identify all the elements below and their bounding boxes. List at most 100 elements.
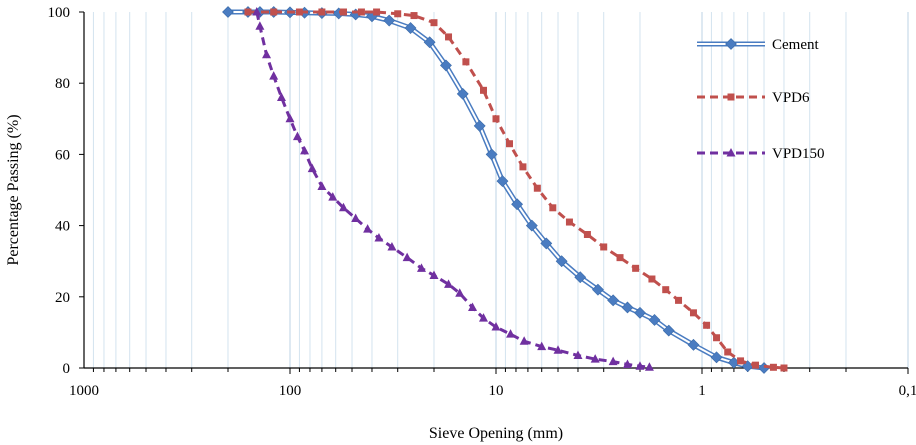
data-point bbox=[485, 148, 498, 161]
data-point bbox=[479, 86, 487, 94]
data-point bbox=[751, 361, 759, 369]
data-point bbox=[468, 302, 478, 311]
data-point bbox=[540, 237, 553, 250]
x-tick-label: 0,1 bbox=[899, 383, 916, 399]
legend-label-vpd150: VPD150 bbox=[772, 146, 825, 162]
data-point bbox=[703, 321, 711, 329]
data-point bbox=[687, 338, 700, 351]
data-point bbox=[519, 336, 529, 345]
y-axis-title: Percentage Passing (%) bbox=[5, 114, 22, 265]
data-point bbox=[505, 140, 513, 148]
data-point bbox=[634, 306, 646, 319]
data-point bbox=[276, 92, 286, 101]
data-point bbox=[555, 255, 568, 268]
data-point bbox=[622, 359, 632, 368]
data-point bbox=[780, 364, 788, 372]
y-tick-label: 80 bbox=[55, 76, 70, 92]
series-line bbox=[255, 11, 650, 369]
data-point bbox=[689, 309, 697, 317]
data-point bbox=[473, 119, 486, 132]
data-point bbox=[440, 59, 452, 72]
data-point bbox=[328, 192, 338, 201]
data-point bbox=[307, 163, 317, 173]
data-point bbox=[357, 8, 365, 16]
data-point bbox=[607, 294, 620, 307]
x-tick-label: 1000 bbox=[69, 383, 99, 399]
data-point bbox=[300, 145, 310, 155]
data-point bbox=[252, 7, 262, 16]
data-point bbox=[402, 252, 412, 262]
data-point bbox=[496, 175, 509, 188]
data-point bbox=[462, 58, 470, 66]
series-line bbox=[248, 10, 785, 370]
data-point bbox=[675, 296, 683, 304]
data-point bbox=[525, 219, 538, 232]
legend: Cement VPD6 VPD150 bbox=[697, 37, 825, 162]
data-point bbox=[269, 71, 279, 80]
data-point bbox=[430, 19, 438, 27]
data-point bbox=[662, 286, 670, 294]
data-point bbox=[491, 322, 501, 331]
data-point bbox=[363, 224, 373, 233]
data-point bbox=[374, 233, 384, 242]
y-tick-labels: 0 20 40 60 80 100 bbox=[48, 5, 71, 377]
data-point bbox=[583, 231, 591, 238]
data-point bbox=[506, 329, 516, 338]
data-point bbox=[621, 301, 634, 314]
data-point bbox=[444, 279, 454, 288]
data-point bbox=[616, 254, 624, 262]
data-point bbox=[244, 8, 252, 16]
series-vpd6 bbox=[244, 8, 788, 372]
data-point bbox=[373, 8, 381, 16]
data-point bbox=[478, 313, 488, 322]
data-point bbox=[592, 283, 604, 296]
data-point bbox=[292, 131, 302, 141]
series-vpd150 bbox=[252, 7, 654, 371]
data-point bbox=[387, 241, 397, 251]
data-point bbox=[573, 350, 583, 360]
data-point bbox=[445, 33, 453, 41]
series-group bbox=[222, 6, 788, 374]
data-point bbox=[492, 115, 500, 123]
data-point bbox=[295, 8, 303, 16]
x-tick-labels: 1000 100 10 1 0,1 bbox=[69, 383, 916, 399]
data-point bbox=[338, 202, 348, 212]
data-point bbox=[456, 87, 469, 100]
data-point bbox=[394, 10, 402, 18]
data-point bbox=[600, 243, 608, 251]
data-point bbox=[635, 361, 645, 370]
data-point bbox=[648, 314, 661, 326]
data-point bbox=[317, 181, 327, 190]
y-tick-label: 60 bbox=[55, 147, 70, 163]
y-tick-label: 100 bbox=[48, 5, 71, 21]
legend-marker bbox=[725, 38, 737, 50]
x-tick-label: 10 bbox=[489, 383, 504, 399]
data-point bbox=[553, 345, 563, 354]
data-point bbox=[608, 356, 618, 366]
data-point bbox=[410, 12, 418, 20]
data-point bbox=[724, 348, 732, 356]
data-point bbox=[533, 184, 541, 192]
legend-marker bbox=[727, 93, 735, 101]
data-point bbox=[565, 218, 573, 226]
data-point bbox=[318, 8, 326, 16]
data-point bbox=[632, 264, 640, 272]
data-point bbox=[511, 198, 524, 211]
data-point bbox=[549, 204, 557, 212]
legend-label-vpd6: VPD6 bbox=[772, 90, 810, 106]
data-point bbox=[423, 36, 436, 49]
legend-marker bbox=[726, 148, 736, 157]
data-point bbox=[644, 362, 654, 371]
x-axis-title: Sieve Opening (mm) bbox=[429, 425, 563, 442]
data-point bbox=[429, 270, 439, 279]
data-point bbox=[769, 363, 777, 371]
data-point bbox=[285, 113, 295, 123]
data-point bbox=[455, 288, 465, 297]
x-tick-label: 100 bbox=[279, 383, 302, 399]
grid-lines bbox=[83, 12, 909, 368]
data-point bbox=[590, 354, 600, 363]
data-point bbox=[662, 324, 675, 337]
data-point bbox=[270, 8, 278, 16]
data-point bbox=[713, 334, 721, 342]
